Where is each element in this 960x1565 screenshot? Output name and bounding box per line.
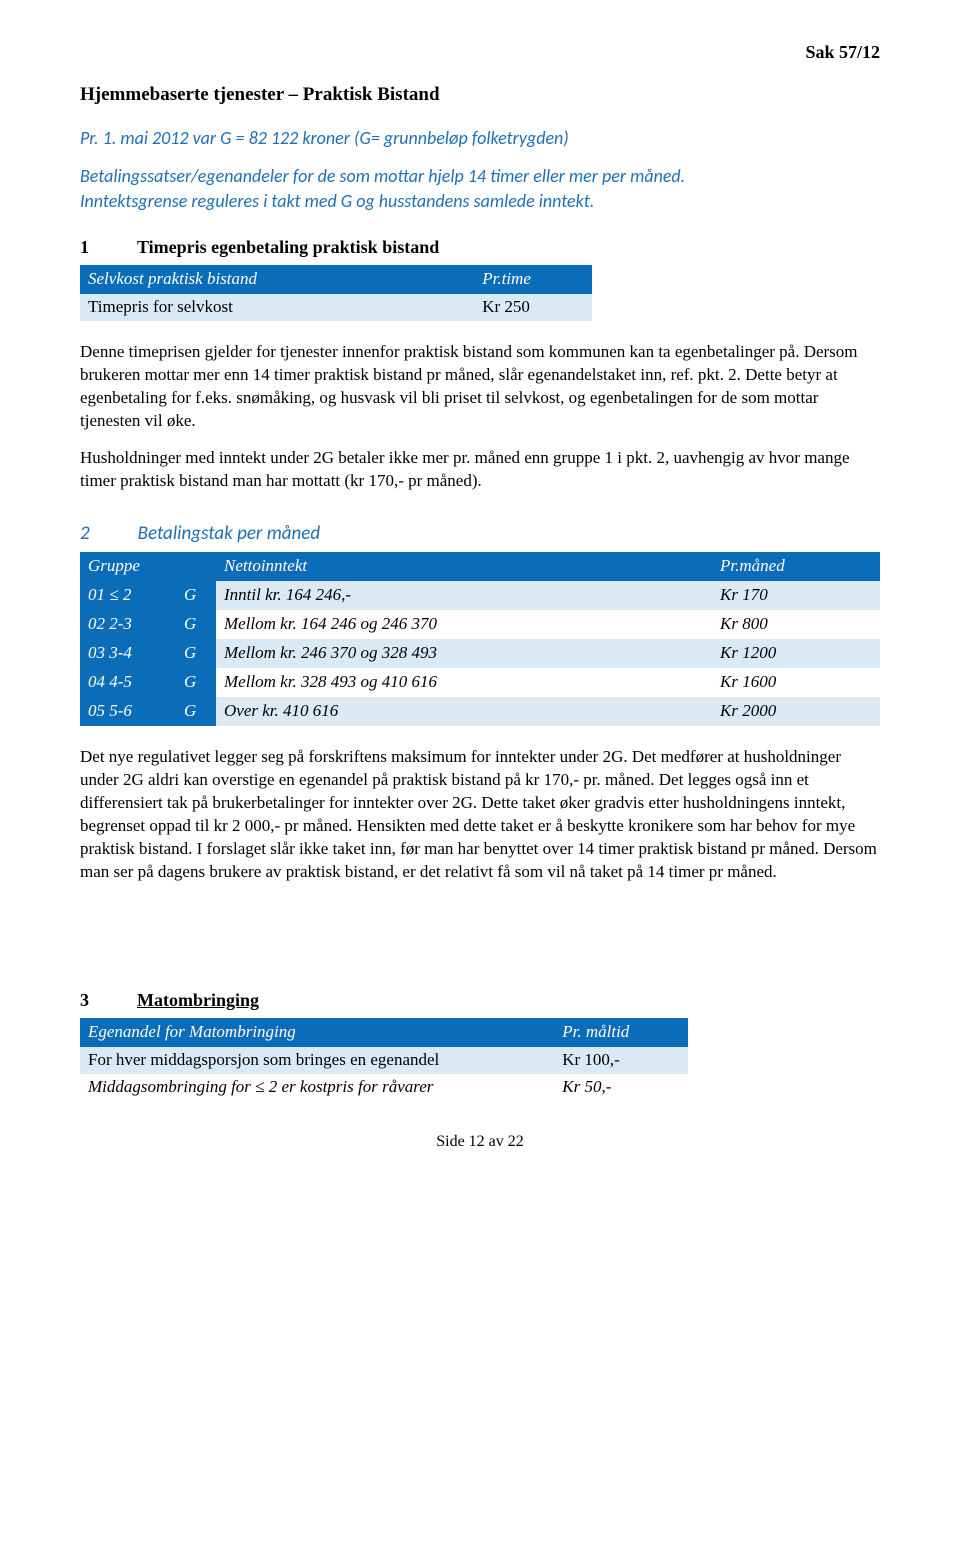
intro-block: Pr. 1. mai 2012 var G = 82 122 kroner (G… xyxy=(80,126,880,213)
section-3-heading: 3 Matombringing xyxy=(80,988,880,1012)
paragraph-1-text: Denne timeprisen gjelder for tjenester i… xyxy=(80,341,880,433)
t1-header-1: Selvkost praktisk bistand xyxy=(80,265,474,294)
selvkost-table: Selvkost praktisk bistand Pr.time Timepr… xyxy=(80,265,592,321)
betalingstak-table: Gruppe Nettoinntekt Pr.måned 01 ≤ 2GInnt… xyxy=(80,552,880,726)
t2-row-prmaned: Kr 800 xyxy=(712,610,880,639)
matombringing-table: Egenandel for Matombringing Pr. måltid F… xyxy=(80,1018,688,1101)
intro-line3: Inntektsgrense reguleres i takt med G og… xyxy=(80,189,880,213)
section-2-title: Betalingstak per måned xyxy=(138,521,321,547)
t2-row-prmaned: Kr 2000 xyxy=(712,697,880,726)
t2-row-g-unit: G xyxy=(176,610,216,639)
t2-row-group: 05 5-6 xyxy=(80,697,176,726)
section-2-number: 2 xyxy=(80,521,90,547)
t2-row-g-unit: G xyxy=(176,697,216,726)
t3-r1-value: Kr 100,- xyxy=(554,1047,688,1074)
section-3-number: 3 xyxy=(80,988,89,1012)
section-3-title: Matombringing xyxy=(137,988,259,1012)
t2-header-prmaned: Pr.måned xyxy=(712,552,880,581)
page-title: Hjemmebaserte tjenester – Praktisk Bista… xyxy=(80,82,880,108)
t3-r2-value: Kr 50,- xyxy=(554,1074,688,1101)
t2-row-nettoinntekt: Inntil kr. 164 246,- xyxy=(216,581,712,610)
t2-row-prmaned: Kr 170 xyxy=(712,581,880,610)
paragraph-3: Det nye regulativet legger seg på forskr… xyxy=(80,746,880,884)
paragraph-1: Denne timeprisen gjelder for tjenester i… xyxy=(80,341,880,433)
t2-row-prmaned: Kr 1600 xyxy=(712,668,880,697)
section-1-title: Timepris egenbetaling praktisk bistand xyxy=(137,235,439,259)
t2-row-g-unit: G xyxy=(176,581,216,610)
t2-header-gruppe: Gruppe xyxy=(80,552,216,581)
t3-header-2: Pr. måltid xyxy=(554,1018,688,1047)
t2-header-nettoinntekt: Nettoinntekt xyxy=(216,552,712,581)
t2-row-nettoinntekt: Mellom kr. 246 370 og 328 493 xyxy=(216,639,712,668)
section-2-heading: 2 Betalingstak per måned xyxy=(80,521,880,547)
t2-row-g-unit: G xyxy=(176,639,216,668)
t2-row-prmaned: Kr 1200 xyxy=(712,639,880,668)
intro-line2: Betalingssatser/egenandeler for de som m… xyxy=(80,164,880,188)
case-reference: Sak 57/12 xyxy=(80,40,880,64)
page-footer: Side 12 av 22 xyxy=(80,1131,880,1153)
t2-row-nettoinntekt: Over kr. 410 616 xyxy=(216,697,712,726)
t2-row-group: 04 4-5 xyxy=(80,668,176,697)
t3-r1-label: For hver middagsporsjon som bringes en e… xyxy=(80,1047,554,1074)
t2-row-group: 03 3-4 xyxy=(80,639,176,668)
t1-header-2: Pr.time xyxy=(474,265,592,294)
t1-cell-value: Kr 250 xyxy=(474,294,592,321)
section-1-number: 1 xyxy=(80,235,89,259)
t2-row-nettoinntekt: Mellom kr. 164 246 og 246 370 xyxy=(216,610,712,639)
t2-row-group: 02 2-3 xyxy=(80,610,176,639)
t2-row-group: 01 ≤ 2 xyxy=(80,581,176,610)
intro-line1: Pr. 1. mai 2012 var G = 82 122 kroner (G… xyxy=(80,126,880,150)
paragraph-2: Husholdninger med inntekt under 2G betal… xyxy=(80,447,880,493)
section-1-heading: 1 Timepris egenbetaling praktisk bistand xyxy=(80,235,880,259)
t1-cell-label: Timepris for selvkost xyxy=(80,294,474,321)
t3-header-1: Egenandel for Matombringing xyxy=(80,1018,554,1047)
t2-row-nettoinntekt: Mellom kr. 328 493 og 410 616 xyxy=(216,668,712,697)
t3-r2-label: Middagsombringing for ≤ 2 er kostpris fo… xyxy=(80,1074,554,1101)
t2-row-g-unit: G xyxy=(176,668,216,697)
